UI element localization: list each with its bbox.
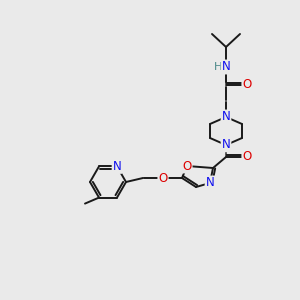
Text: N: N (222, 139, 230, 152)
Text: N: N (222, 61, 230, 74)
Text: H: H (214, 62, 222, 72)
Text: O: O (242, 151, 252, 164)
Text: O: O (182, 160, 192, 172)
Text: O: O (158, 172, 168, 184)
Text: N: N (206, 176, 214, 190)
Text: O: O (242, 79, 252, 92)
Text: N: N (222, 110, 230, 124)
Text: N: N (112, 160, 122, 173)
